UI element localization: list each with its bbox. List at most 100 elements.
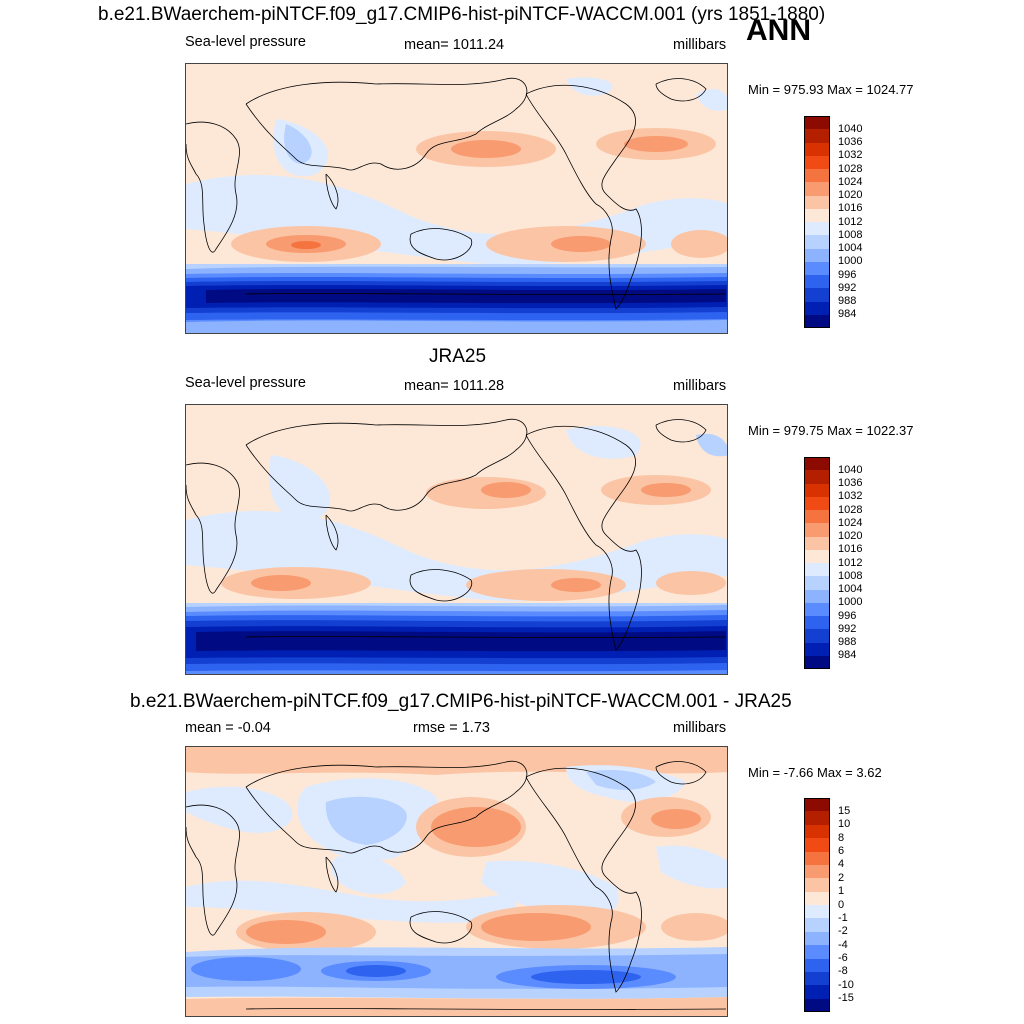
panel2-colorbar-swatch xyxy=(804,642,830,656)
panel1-colorbar-label: 988 xyxy=(838,295,857,307)
panel2-colorbar-label: 1012 xyxy=(838,556,863,569)
panel3-colorbar-swatch xyxy=(804,811,830,825)
panel1-colorbar-label: 1028 xyxy=(838,162,863,175)
panel2-colorbar-label: 996 xyxy=(838,609,857,622)
panel3-colorbar-label: 15 xyxy=(838,804,851,817)
panel3-colorbar-swatch xyxy=(804,878,830,892)
panel3-colorbar-label: 10 xyxy=(838,818,851,831)
panel1-colorbar-swatch xyxy=(804,314,830,328)
panel2-colorbar-swatch xyxy=(804,563,830,577)
panel2-colorbar-label: 1000 xyxy=(838,596,863,609)
panel3-colorbar-swatch xyxy=(804,958,830,972)
panel1-colorbar-swatch xyxy=(804,195,830,209)
panel3-colorbar-swatch xyxy=(804,851,830,865)
panel3-colorbar-label: -10 xyxy=(838,978,854,991)
panel2-colorbar-swatch xyxy=(804,457,830,471)
panel2-colorbar-swatch xyxy=(804,589,830,603)
panel1-colorbar-swatch xyxy=(804,235,830,249)
panel2-colorbar-swatch xyxy=(804,536,830,550)
panel1-colorbar-swatch xyxy=(804,142,830,156)
panel1-colorbar-label: 1036 xyxy=(838,136,863,148)
panel2-colorbar-swatch xyxy=(804,496,830,510)
panel3-colorbar-label: 8 xyxy=(838,831,845,844)
panel2-variable-label: Sea-level pressure xyxy=(185,375,306,391)
panel2-colorbar-swatch xyxy=(804,470,830,484)
panel3-colorbar-swatch xyxy=(804,891,830,905)
panel3-colorbar-label: -6 xyxy=(838,952,848,964)
panel3-mean-label: mean = -0.04 xyxy=(185,720,271,736)
panel2-colorbar-swatch xyxy=(804,549,830,563)
panel2-colorbar-swatch xyxy=(804,523,830,537)
panel1-colorbar-label: 992 xyxy=(838,281,857,294)
panel3-colorbar-swatch xyxy=(804,945,830,959)
panel2-colorbar-label: 988 xyxy=(838,636,857,648)
panel3-colorbar-label: 4 xyxy=(838,858,845,871)
panel1-colorbar-label: 1040 xyxy=(838,122,863,135)
panel3-colorbar-swatch xyxy=(804,971,830,986)
panel3-units-label: millibars xyxy=(673,720,727,736)
panel1-colorbar-swatch xyxy=(804,301,830,315)
panel2-colorbar-label: 1036 xyxy=(838,477,863,489)
panel1-colorbar-swatch xyxy=(804,208,830,222)
panel3-colorbar-label: 2 xyxy=(838,871,845,884)
panel1-colorbar-label: 1012 xyxy=(838,215,863,228)
panel1-mean-label: mean= 1011.24 xyxy=(404,37,505,53)
panel3-colorbar-label: -4 xyxy=(838,938,848,951)
panel2-colorbar-swatch xyxy=(804,576,830,590)
panel2-colorbar-swatch xyxy=(804,629,830,643)
panel2-colorbar-swatch xyxy=(804,483,830,497)
panel2-colorbar-swatch xyxy=(804,510,830,524)
panel3-colorbar-swatch xyxy=(804,905,830,919)
panel3-colorbar-swatch xyxy=(804,931,830,946)
panel2-colorbar-label: 1020 xyxy=(838,530,863,542)
panel3-colorbar: 15 10 8 6 4 2 1 0 -1 -2 -4 -6 -8 -10 -15 xyxy=(804,798,854,1012)
panel3-contour-plot xyxy=(186,747,727,1016)
panel3-colorbar-swatch xyxy=(804,798,830,812)
panel3-map xyxy=(185,746,728,1017)
panel2-colorbar-label: 1004 xyxy=(838,583,863,595)
panel1-colorbar-label: 1000 xyxy=(838,255,863,268)
panel2-minmax: Min = 979.75 Max = 1022.37 xyxy=(748,423,914,438)
panel1-colorbar-label: 984 xyxy=(838,308,857,321)
panel2-mean-label: mean= 1011.28 xyxy=(404,378,505,394)
panel1-variable-label: Sea-level pressure xyxy=(185,34,306,50)
panel1-colorbar-swatch xyxy=(804,222,830,236)
panel2-colorbar-label: 992 xyxy=(838,622,857,635)
panel3-colorbar-swatch xyxy=(804,998,830,1012)
panel3-colorbar-swatch xyxy=(804,864,830,879)
panel2-colorbar-swatch xyxy=(804,602,830,616)
panel2-units-label: millibars xyxy=(673,378,727,394)
panel3-title: b.e21.BWaerchem-piNTCF.f09_g17.CMIP6-his… xyxy=(130,691,792,712)
panel2-colorbar-label: 1028 xyxy=(838,503,863,516)
panel1-colorbar-label: 1020 xyxy=(838,189,863,201)
panel1-colorbar-swatch xyxy=(804,129,830,143)
panel3-colorbar-swatch xyxy=(804,838,830,852)
panel1-colorbar-swatch xyxy=(804,182,830,196)
panel3-colorbar-label: -8 xyxy=(838,965,848,978)
panel1-colorbar-label: 1008 xyxy=(838,228,863,241)
panel3-colorbar-label: 0 xyxy=(838,898,845,911)
panel2-colorbar-label: 1024 xyxy=(838,516,863,529)
panel2-colorbar-label: 1032 xyxy=(838,490,863,503)
panel2-colorbar-swatch xyxy=(804,655,830,669)
panel1-colorbar-swatch xyxy=(804,116,830,130)
panel1-colorbar: 1040 1036 1032 1028 1024 1020 1016 1012 … xyxy=(804,116,862,328)
panel3-rmse-label: rmse = 1.73 xyxy=(413,720,490,736)
panel2-colorbar-label: 1008 xyxy=(838,569,863,582)
panel2-colorbar-label: 1016 xyxy=(838,543,863,556)
panel2-colorbar-label: 984 xyxy=(838,649,857,662)
panel2-title: JRA25 xyxy=(429,346,487,367)
panel2-contour-plot xyxy=(186,405,727,674)
panel2-colorbar-swatch xyxy=(804,616,830,630)
panel3-colorbar-swatch xyxy=(804,824,830,839)
panel1-colorbar-swatch xyxy=(804,261,830,275)
panel3-minmax: Min = -7.66 Max = 3.62 xyxy=(748,765,882,780)
panel3-colorbar-swatch xyxy=(804,985,830,999)
figure-title: b.e21.BWaerchem-piNTCF.f09_g17.CMIP6-his… xyxy=(98,4,826,25)
panel1-colorbar-label: 1024 xyxy=(838,175,863,188)
panel1-colorbar-label: 1004 xyxy=(838,242,863,254)
panel2-colorbar: 1040 1036 1032 1028 1024 1020 1016 1012 … xyxy=(804,457,862,669)
panel3-colorbar-label: 6 xyxy=(838,845,845,857)
panel1-colorbar-swatch xyxy=(804,275,830,289)
panel3-colorbar-label: -15 xyxy=(838,992,854,1005)
